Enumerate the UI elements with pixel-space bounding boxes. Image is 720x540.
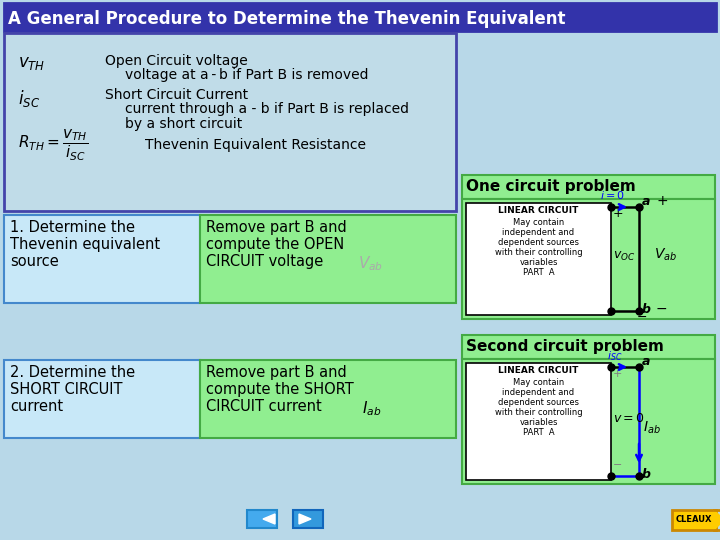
Text: a: a — [642, 195, 650, 208]
Text: CIRCUIT voltage: CIRCUIT voltage — [206, 254, 333, 269]
Text: dependent sources: dependent sources — [498, 238, 579, 247]
Text: $v_{OC}$: $v_{OC}$ — [613, 250, 635, 263]
Text: $I_{ab}$: $I_{ab}$ — [362, 399, 382, 418]
Text: Thevenin Equivalent Resistance: Thevenin Equivalent Resistance — [145, 138, 366, 152]
Text: compute the OPEN: compute the OPEN — [206, 237, 344, 252]
Text: $i=0$: $i=0$ — [600, 189, 626, 201]
Text: Remove part B and: Remove part B and — [206, 220, 347, 235]
Polygon shape — [299, 514, 311, 524]
Text: voltage at a - b if Part B is removed: voltage at a - b if Part B is removed — [125, 68, 369, 82]
Text: SHORT CIRCUIT: SHORT CIRCUIT — [10, 382, 122, 397]
Bar — [200, 215, 456, 303]
Polygon shape — [714, 510, 720, 530]
Text: with their controlling: with their controlling — [495, 408, 582, 417]
Bar — [466, 203, 611, 315]
Text: $I_{ab}$: $I_{ab}$ — [643, 420, 661, 436]
Text: Second circuit problem: Second circuit problem — [466, 340, 664, 354]
Text: May contain: May contain — [513, 378, 564, 387]
Text: $V_{ab}$: $V_{ab}$ — [358, 254, 383, 273]
Bar — [4, 215, 200, 303]
Text: CLEAUX: CLEAUX — [676, 516, 712, 524]
Text: $v=0$: $v=0$ — [613, 411, 645, 424]
Text: LINEAR CIRCUIT: LINEAR CIRCUIT — [498, 206, 579, 215]
Text: dependent sources: dependent sources — [498, 398, 579, 407]
Text: with their controlling: with their controlling — [495, 248, 582, 257]
Text: −: − — [613, 460, 622, 470]
Text: current: current — [10, 399, 63, 414]
Bar — [462, 175, 715, 199]
Text: Open Circuit voltage: Open Circuit voltage — [105, 54, 248, 68]
Bar — [4, 33, 456, 211]
Text: Remove part B and: Remove part B and — [206, 365, 347, 380]
Text: variables: variables — [519, 418, 558, 427]
Text: −: − — [637, 311, 647, 324]
Text: by a short circuit: by a short circuit — [125, 117, 242, 131]
Text: a: a — [642, 355, 650, 368]
Text: One circuit problem: One circuit problem — [466, 179, 636, 194]
Text: $V_{ab}$: $V_{ab}$ — [654, 247, 678, 264]
Bar — [200, 360, 456, 438]
Text: source: source — [10, 254, 59, 269]
Text: b: b — [642, 468, 651, 481]
Text: compute the SHORT: compute the SHORT — [206, 382, 354, 397]
Text: $i_{SC}$: $i_{SC}$ — [607, 349, 623, 363]
Text: independent and: independent and — [503, 228, 575, 237]
Text: PART  A: PART A — [523, 428, 554, 437]
Text: PART  A: PART A — [523, 268, 554, 277]
Bar — [672, 510, 716, 530]
Bar — [247, 510, 277, 528]
Text: May contain: May contain — [513, 218, 564, 227]
Text: +: + — [613, 369, 622, 379]
Text: +: + — [656, 194, 667, 208]
Bar — [293, 510, 323, 528]
Text: Short Circuit Current: Short Circuit Current — [105, 88, 248, 102]
Text: −: − — [656, 302, 667, 316]
Text: Thevenin equivalent: Thevenin equivalent — [10, 237, 160, 252]
Text: independent and: independent and — [503, 388, 575, 397]
Text: 1. Determine the: 1. Determine the — [10, 220, 135, 235]
Text: $i_{SC}$: $i_{SC}$ — [18, 88, 40, 109]
Bar — [466, 363, 611, 480]
Text: A General Procedure to Determine the Thevenin Equivalent: A General Procedure to Determine the The… — [8, 10, 565, 28]
Text: 2. Determine the: 2. Determine the — [10, 365, 135, 380]
Text: +: + — [613, 207, 624, 220]
Bar — [462, 335, 715, 359]
Text: current through a - b if Part B is replaced: current through a - b if Part B is repla… — [125, 102, 409, 116]
Text: $R_{TH}=\dfrac{v_{TH}}{i_{SC}}$: $R_{TH}=\dfrac{v_{TH}}{i_{SC}}$ — [18, 127, 89, 163]
Polygon shape — [263, 514, 275, 524]
Text: CIRCUIT current: CIRCUIT current — [206, 399, 331, 414]
Bar — [462, 199, 715, 319]
Text: LINEAR CIRCUIT: LINEAR CIRCUIT — [498, 366, 579, 375]
Text: $v_{TH}$: $v_{TH}$ — [18, 54, 45, 72]
Text: b: b — [642, 303, 651, 316]
Text: variables: variables — [519, 258, 558, 267]
Bar — [462, 359, 715, 484]
Bar — [4, 360, 200, 438]
Bar — [4, 3, 716, 31]
